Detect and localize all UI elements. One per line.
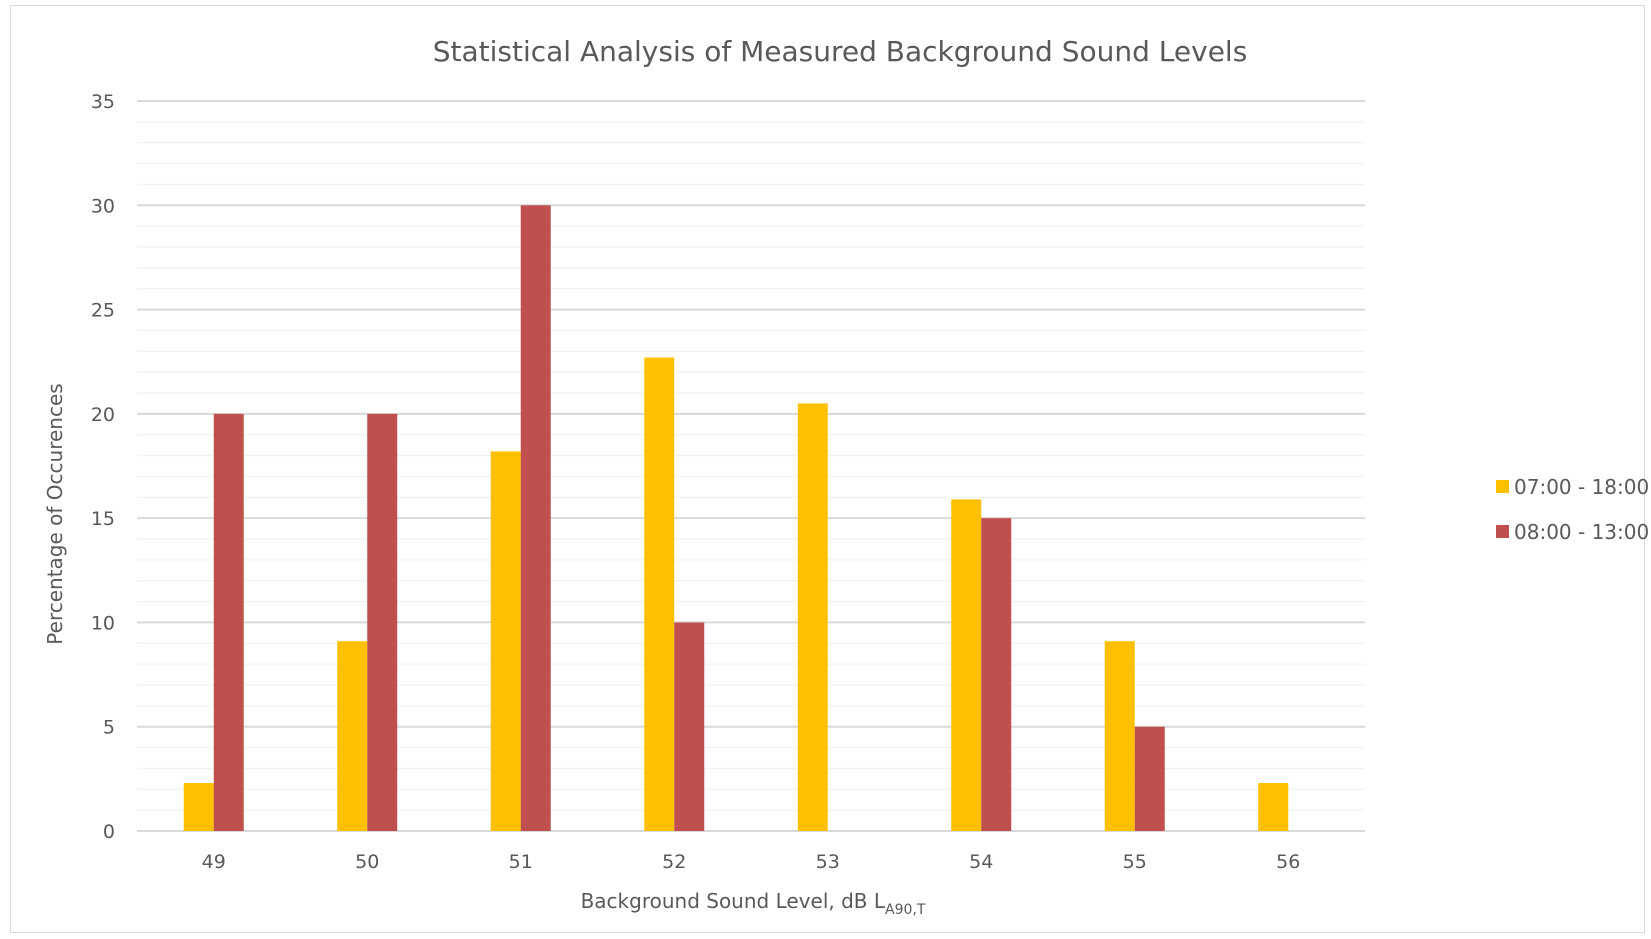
y-tick-label: 5 (103, 717, 115, 739)
gridlines (137, 100, 1365, 832)
bar (367, 413, 398, 831)
legend-swatch (1496, 525, 1509, 538)
bar (1134, 726, 1165, 831)
y-tick-label: 30 (91, 195, 115, 217)
x-tick-label: 50 (355, 851, 379, 873)
x-tick-label: 52 (662, 851, 686, 873)
y-tick-label: 35 (91, 91, 115, 113)
bar (1258, 783, 1289, 831)
bar (337, 641, 368, 831)
y-tick-label: 25 (91, 300, 115, 322)
legend-label: 08:00 - 13:00 (1514, 520, 1649, 544)
x-tick-label: 54 (969, 851, 993, 873)
y-axis-label: Percentage of Occurences (43, 383, 67, 644)
y-tick-label: 10 (91, 612, 115, 634)
x-axis-label: Background Sound Level, dB LA90,T (581, 889, 926, 918)
bars (183, 205, 1289, 832)
bar (213, 413, 244, 831)
x-tick-label: 49 (202, 851, 226, 873)
y-tick-label: 15 (91, 508, 115, 530)
x-axis-ticks: 49 50 51 52 53 54 55 56 (202, 851, 1301, 873)
legend-swatch (1496, 480, 1509, 493)
x-tick-label: 51 (509, 851, 533, 873)
bar (951, 499, 982, 831)
bar (183, 783, 214, 831)
y-tick-label: 20 (91, 404, 115, 426)
bar (674, 622, 705, 831)
legend-label: 07:00 - 18:00 (1514, 475, 1649, 499)
x-tick-label: 56 (1276, 851, 1300, 873)
x-axis-label-subscript: A90,T (885, 902, 926, 918)
x-tick-label: 53 (816, 851, 840, 873)
chart-title: Statistical Analysis of Measured Backgro… (433, 35, 1248, 68)
bar (490, 451, 521, 831)
x-tick-label: 55 (1123, 851, 1147, 873)
y-tick-label: 0 (103, 821, 115, 843)
x-axis-label-main: Background Sound Level, dB L (581, 889, 886, 913)
bar (520, 205, 551, 832)
bar (981, 518, 1012, 831)
y-axis-ticks: 0 5 10 15 20 25 30 35 (91, 91, 115, 843)
bar (1104, 641, 1135, 831)
bar (644, 357, 675, 831)
legend: 07:00 - 18:00 08:00 - 13:00 (1496, 475, 1649, 544)
bar (797, 403, 828, 831)
